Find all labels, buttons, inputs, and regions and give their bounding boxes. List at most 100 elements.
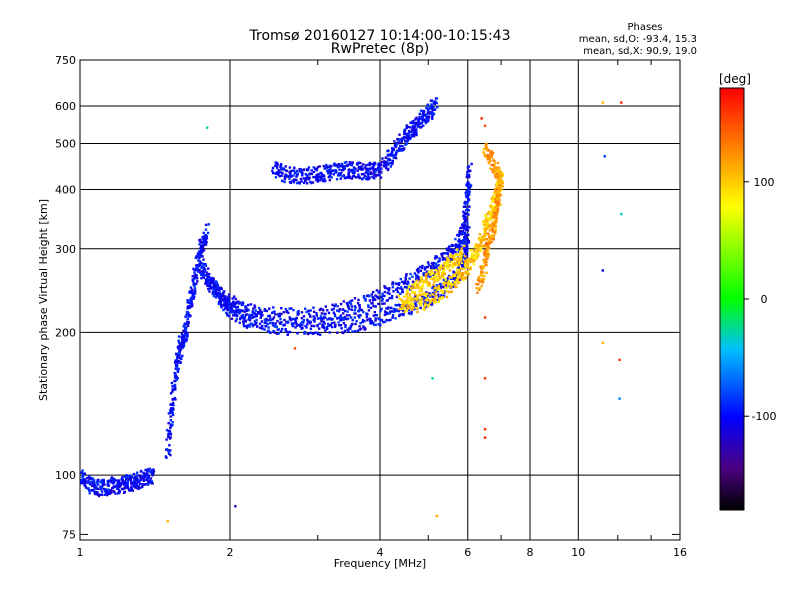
data-point xyxy=(457,240,460,243)
data-point xyxy=(330,165,333,168)
y-tick-label: 75 xyxy=(62,528,76,541)
data-point xyxy=(142,478,145,481)
data-point xyxy=(437,279,440,282)
data-point xyxy=(202,235,206,238)
data-point xyxy=(256,325,259,328)
data-point xyxy=(362,310,365,314)
data-point xyxy=(334,170,337,174)
data-point xyxy=(220,297,223,300)
data-point xyxy=(217,286,220,290)
data-point xyxy=(278,314,282,318)
data-point xyxy=(347,172,350,175)
data-point xyxy=(228,305,231,308)
data-point xyxy=(308,321,312,325)
data-point xyxy=(372,296,375,300)
data-point xyxy=(491,230,494,233)
data-point xyxy=(464,271,467,274)
data-point xyxy=(186,334,189,337)
data-point xyxy=(231,297,234,300)
data-point xyxy=(304,179,307,183)
data-point xyxy=(357,298,360,302)
data-point xyxy=(293,347,297,350)
data-point xyxy=(135,474,139,477)
data-point xyxy=(415,121,418,124)
data-point xyxy=(286,175,289,178)
data-point xyxy=(492,220,495,223)
data-point xyxy=(427,112,430,115)
data-point xyxy=(374,294,377,297)
grid-lines xyxy=(80,60,680,540)
data-point xyxy=(177,335,181,338)
data-point xyxy=(456,268,459,271)
data-point xyxy=(407,281,410,285)
data-point xyxy=(189,286,193,289)
data-point xyxy=(364,297,367,301)
data-point xyxy=(312,318,315,321)
data-point xyxy=(248,325,251,328)
data-point xyxy=(352,175,356,178)
data-point xyxy=(495,199,499,203)
data-point xyxy=(97,494,101,498)
data-point xyxy=(226,306,229,309)
data-point xyxy=(410,305,413,309)
data-point xyxy=(413,125,417,128)
data-point xyxy=(490,203,493,207)
data-point xyxy=(416,269,420,273)
data-point xyxy=(423,295,426,299)
data-point xyxy=(181,334,184,337)
data-point xyxy=(208,276,211,279)
data-point xyxy=(333,313,337,316)
data-point xyxy=(372,177,376,180)
data-point xyxy=(325,169,329,173)
data-point xyxy=(443,272,447,276)
data-point xyxy=(423,308,426,311)
data-point xyxy=(193,269,196,272)
data-point xyxy=(201,255,204,258)
data-point xyxy=(395,143,398,146)
data-point xyxy=(280,312,283,316)
data-point xyxy=(460,254,463,258)
data-point xyxy=(148,470,151,473)
data-point xyxy=(314,176,317,179)
data-point xyxy=(240,316,243,320)
data-point xyxy=(291,324,294,327)
data-point xyxy=(472,256,475,259)
data-point xyxy=(196,268,199,271)
data-point xyxy=(278,321,282,325)
data-point xyxy=(179,348,183,351)
data-point xyxy=(414,117,417,121)
data-point xyxy=(204,243,208,246)
data-point xyxy=(450,276,453,279)
data-point xyxy=(384,156,388,159)
data-point xyxy=(378,322,382,326)
data-point xyxy=(444,278,447,281)
data-point xyxy=(208,272,211,276)
data-point xyxy=(381,297,384,301)
data-point xyxy=(264,324,268,328)
data-point xyxy=(494,231,497,235)
data-point xyxy=(462,210,465,213)
data-point xyxy=(429,294,432,297)
data-point xyxy=(481,266,485,269)
data-point xyxy=(431,377,434,380)
data-point xyxy=(460,274,463,278)
data-point xyxy=(464,246,467,249)
data-point xyxy=(437,264,441,267)
data-point xyxy=(457,269,460,272)
data-point xyxy=(357,173,360,176)
data-point xyxy=(416,286,419,290)
data-point xyxy=(385,161,388,165)
data-point xyxy=(302,315,306,318)
data-point xyxy=(243,318,246,321)
data-point xyxy=(320,176,323,180)
data-point xyxy=(288,166,292,169)
data-point xyxy=(88,489,91,492)
data-point xyxy=(338,168,341,171)
data-point xyxy=(415,274,419,277)
data-point xyxy=(374,319,377,322)
data-point xyxy=(405,132,409,136)
data-point xyxy=(254,323,257,326)
data-point xyxy=(100,486,103,490)
data-point xyxy=(497,182,500,185)
data-point xyxy=(273,331,276,334)
